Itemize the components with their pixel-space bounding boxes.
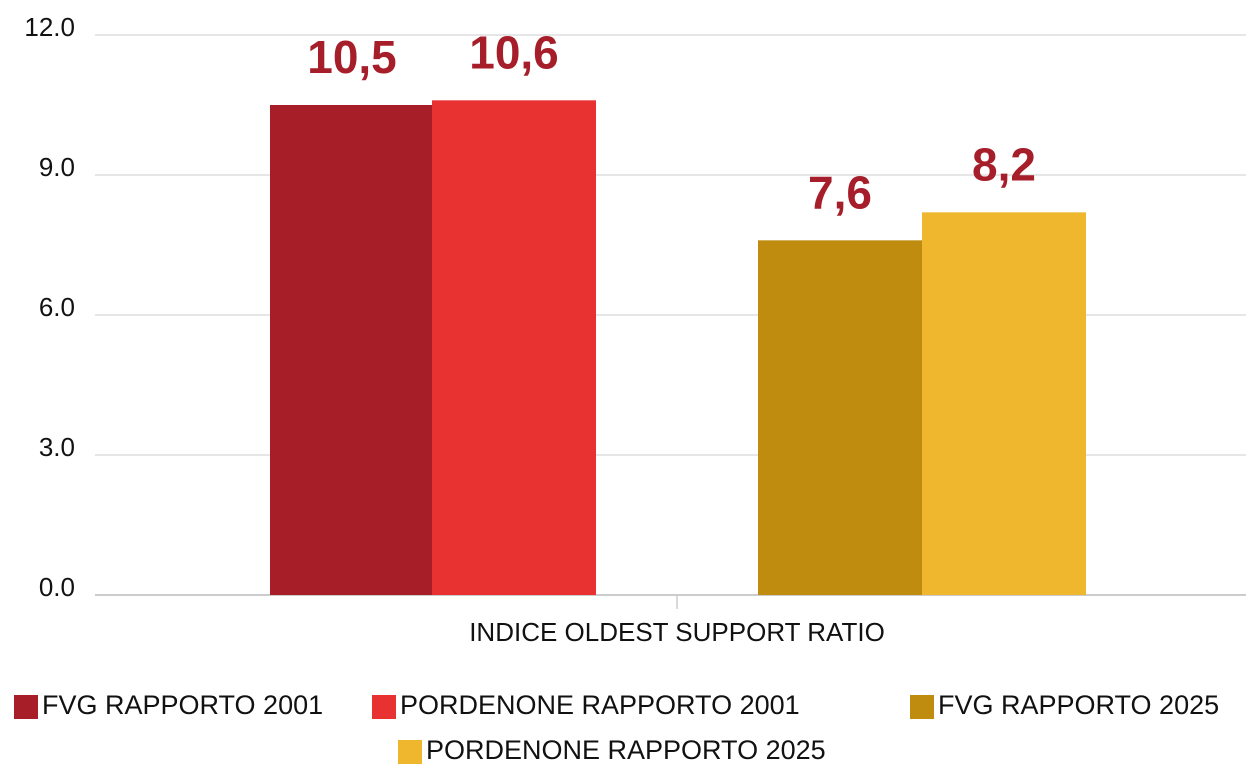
legend-label: PORDENONE RAPPORTO 2025 xyxy=(426,735,826,765)
legend-swatch xyxy=(398,740,422,764)
y-tick-label: 0.0 xyxy=(39,572,75,602)
value-label: 10,6 xyxy=(469,26,559,78)
value-label: 8,2 xyxy=(972,138,1036,190)
y-tick-label: 6.0 xyxy=(39,292,75,322)
value-label: 10,5 xyxy=(307,31,397,83)
bar xyxy=(922,212,1086,596)
y-tick-label: 9.0 xyxy=(39,152,75,182)
legend-label: FVG RAPPORTO 2001 xyxy=(42,690,323,720)
value-label: 7,6 xyxy=(808,166,872,218)
y-tick-label: 3.0 xyxy=(39,432,75,462)
y-tick-label: 12.0 xyxy=(24,12,75,42)
bar xyxy=(432,100,596,595)
legend-swatch xyxy=(372,695,396,719)
legend-swatch xyxy=(910,695,934,719)
legend-label: PORDENONE RAPPORTO 2001 xyxy=(400,690,800,720)
bar xyxy=(758,240,922,596)
legend-swatch xyxy=(14,695,38,719)
x-tick-label: INDICE OLDEST SUPPORT RATIO xyxy=(469,617,885,647)
legend-label: FVG RAPPORTO 2025 xyxy=(938,690,1219,720)
bar xyxy=(270,105,434,595)
